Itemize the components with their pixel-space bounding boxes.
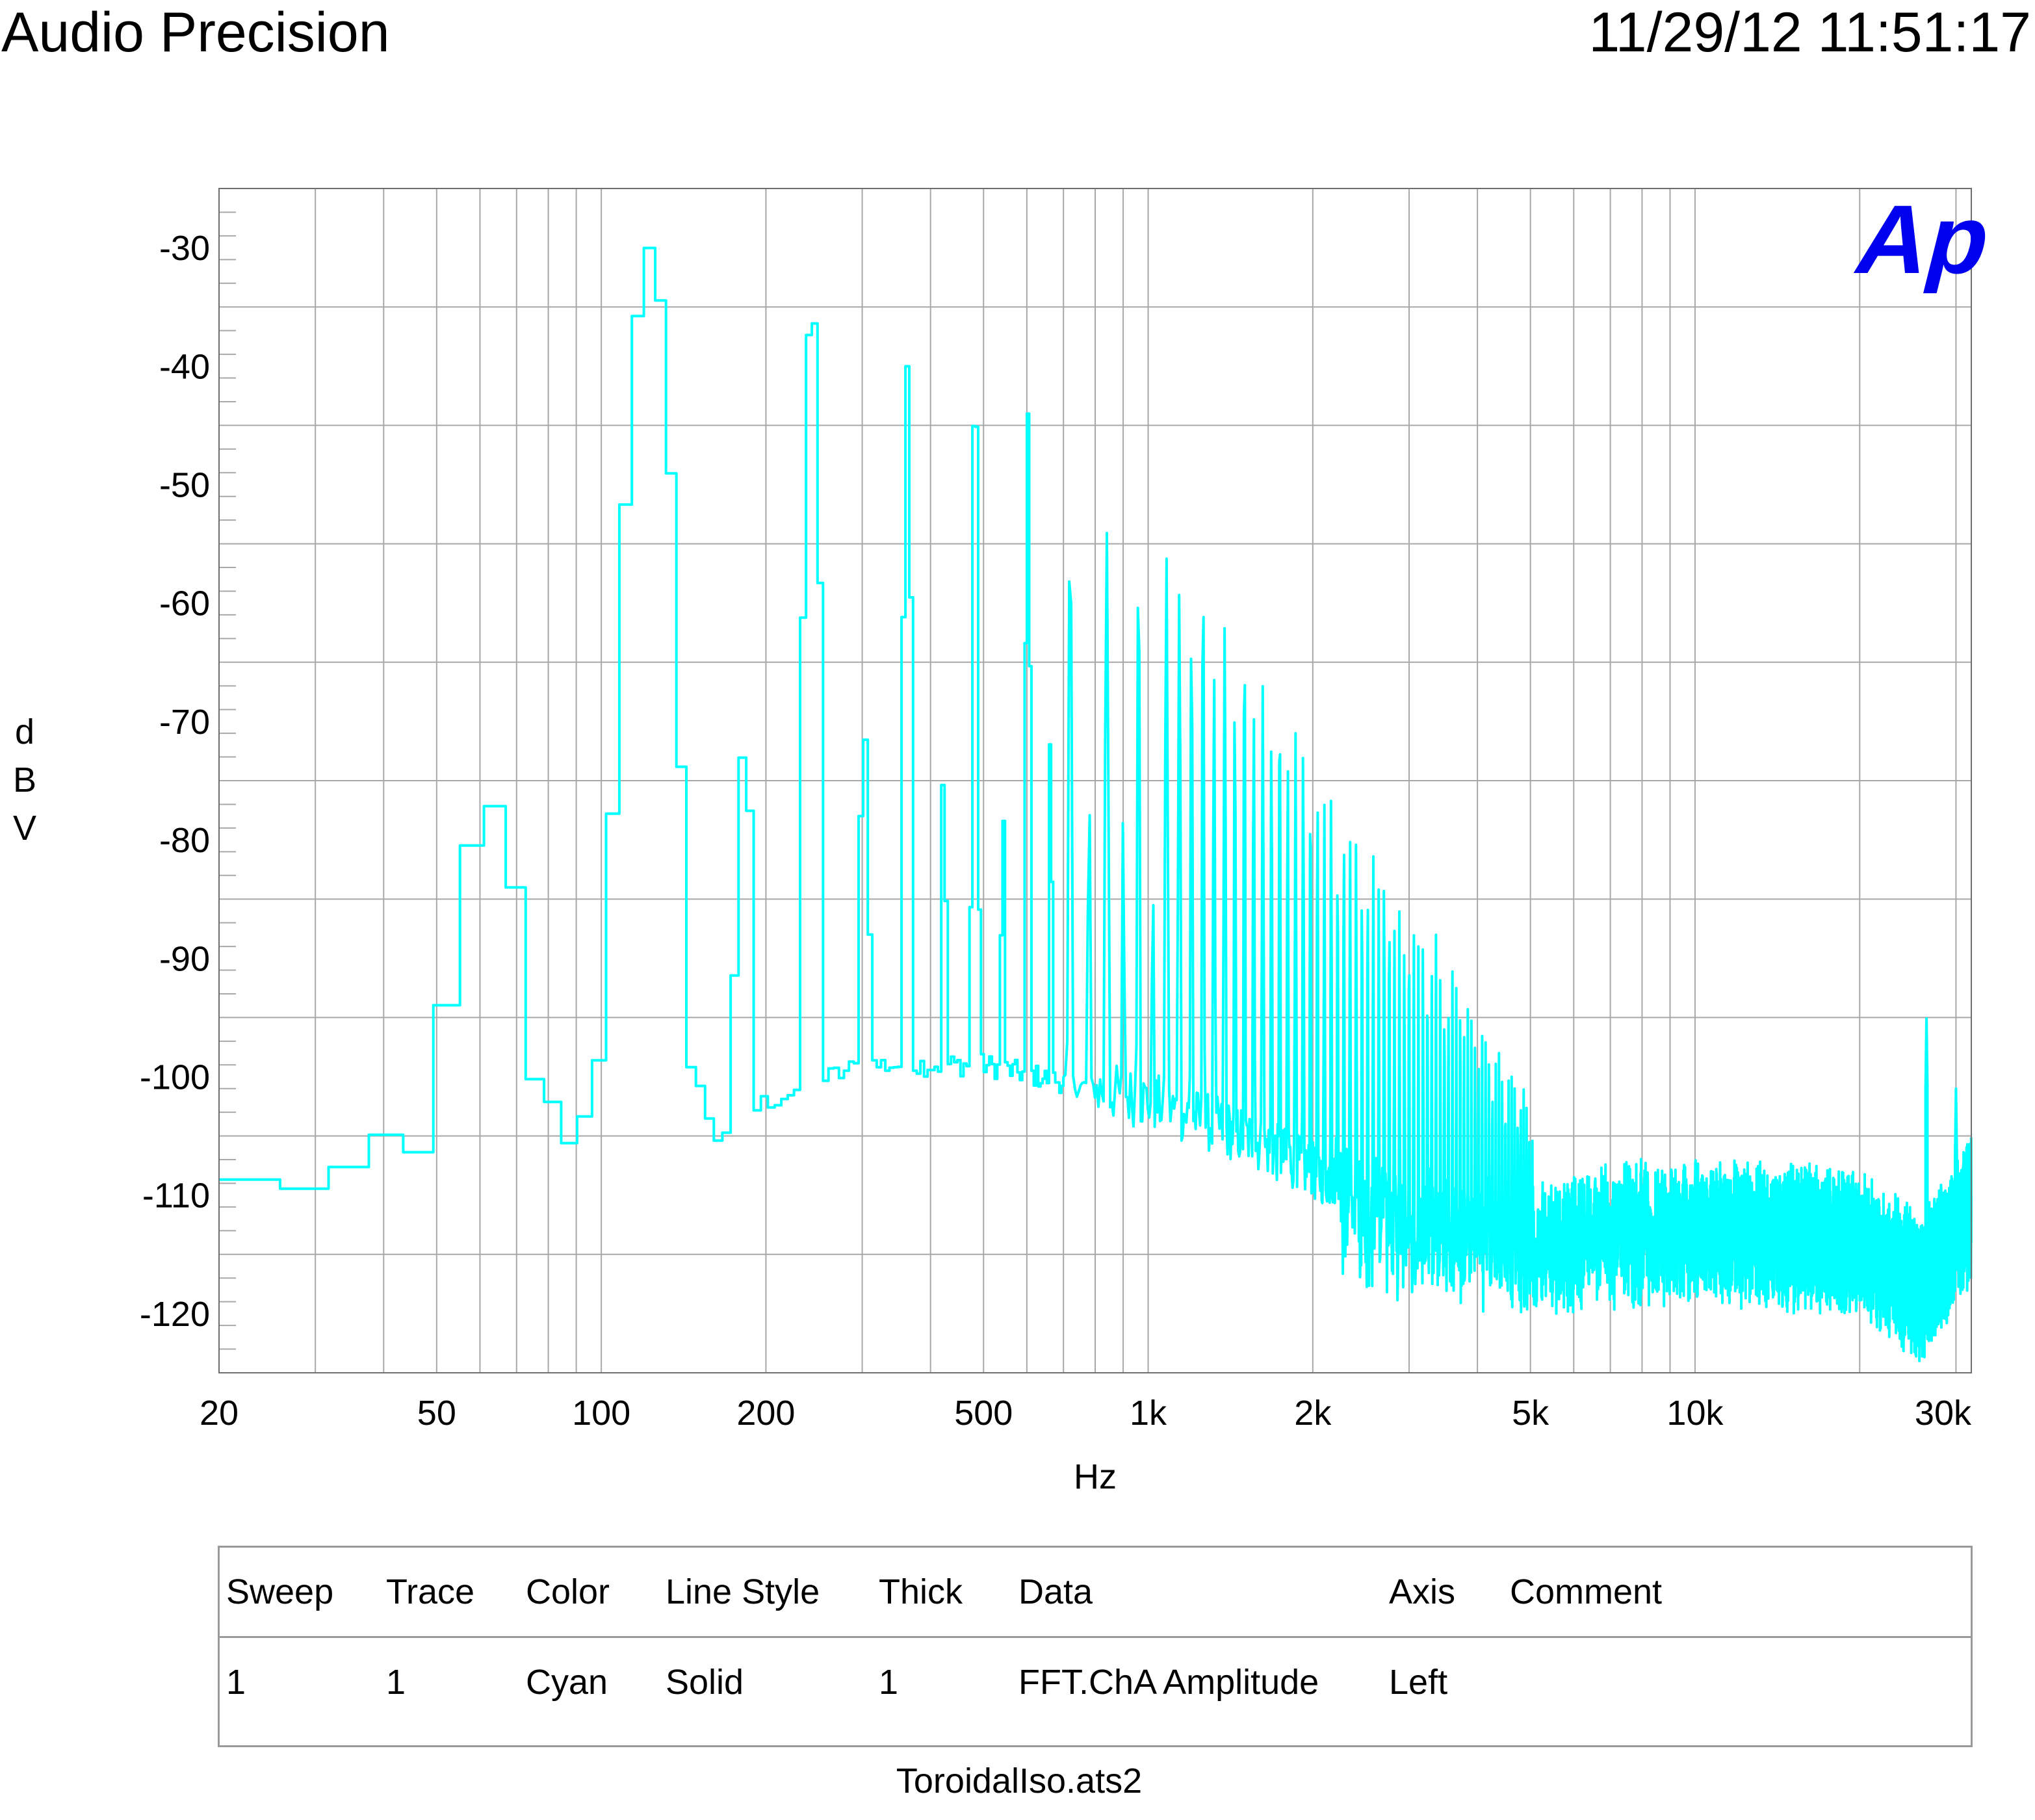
- legend-row: 1 1 Cyan Solid 1 FFT.ChA Amplitude Left: [220, 1637, 1971, 1727]
- y-tick-label: -90: [159, 939, 210, 978]
- legend-line-style: Solid: [666, 1663, 744, 1702]
- x-tick-label: 100: [572, 1394, 630, 1433]
- x-tick-label: 20: [200, 1394, 239, 1433]
- y-axis-title-char: d: [15, 712, 34, 751]
- y-tick-label: -70: [159, 703, 210, 742]
- legend-col-thick: Thick: [872, 1548, 1012, 1638]
- legend-col-axis: Axis: [1382, 1548, 1503, 1638]
- y-tick-label: -80: [159, 821, 210, 860]
- x-tick-label: 1k: [1130, 1394, 1167, 1433]
- grid: [218, 188, 1971, 1373]
- y-tick-label: -100: [140, 1058, 210, 1097]
- legend-data: FFT.ChA Amplitude: [1018, 1663, 1319, 1702]
- x-axis-title: Hz: [1074, 1457, 1117, 1496]
- y-tick-label: -110: [142, 1176, 210, 1216]
- x-tick-label: 2k: [1294, 1394, 1332, 1433]
- y-tick-label: -40: [159, 347, 210, 386]
- legend-trace: 1: [386, 1663, 406, 1702]
- x-tick-label: 5k: [1512, 1394, 1549, 1433]
- legend-sweep: 1: [226, 1663, 246, 1702]
- x-tick-label: 200: [736, 1394, 795, 1433]
- legend-col-sweep: Sweep: [220, 1548, 380, 1638]
- ap-logo-icon: Ap: [1846, 185, 2003, 294]
- legend-thick: 1: [879, 1663, 899, 1702]
- y-tick-label: -60: [159, 584, 210, 623]
- legend-header-row: Sweep Trace Color Line Style Thick Data …: [220, 1548, 1971, 1638]
- legend-col-comment: Comment: [1503, 1548, 1971, 1638]
- svg-text:Ap: Ap: [1846, 185, 2003, 294]
- app-title: Audio Precision: [1, 1, 390, 64]
- legend-col-color: Color: [519, 1548, 659, 1638]
- fft-chart: -30 -40 -50 -60 -70 -80 -90 -100 -110 -120 20 50 10…: [13, 185, 2003, 1496]
- y-tick-label: -30: [159, 229, 210, 268]
- y-tick-label: -120: [140, 1295, 210, 1334]
- timestamp: 11/29/12 11:51:17: [1588, 1, 2031, 64]
- y-axis-title-char: B: [13, 760, 36, 800]
- legend-table: Sweep Trace Color Line Style Thick Data …: [218, 1546, 1973, 1747]
- trace-group: [219, 246, 1973, 1362]
- legend-col-data: Data: [1012, 1548, 1382, 1638]
- legend-color: Cyan: [526, 1663, 608, 1702]
- series-line: [219, 246, 1973, 1362]
- y-axis-title: dBV: [13, 712, 36, 848]
- legend-comment: [1503, 1637, 1971, 1727]
- legend-axis: Left: [1389, 1663, 1448, 1702]
- x-tick-label: 10k: [1666, 1394, 1724, 1433]
- x-tick-label: 500: [954, 1394, 1013, 1433]
- file-name: ToroidalIso.ats2: [896, 1762, 1143, 1800]
- x-tick-label: 30k: [1915, 1394, 1972, 1433]
- legend-col-line-style: Line Style: [659, 1548, 872, 1638]
- y-tick-label: -50: [159, 466, 210, 505]
- legend-col-trace: Trace: [380, 1548, 519, 1638]
- x-tick-labels: 20 50 100 200 500 1k 2k 5k 10k 30k: [200, 1394, 1972, 1433]
- y-axis-title-char: V: [13, 809, 36, 848]
- y-tick-labels: -30 -40 -50 -60 -70 -80 -90 -100 -110 -120: [140, 229, 210, 1334]
- x-tick-label: 50: [417, 1394, 456, 1433]
- plot-frame: [218, 188, 1972, 1373]
